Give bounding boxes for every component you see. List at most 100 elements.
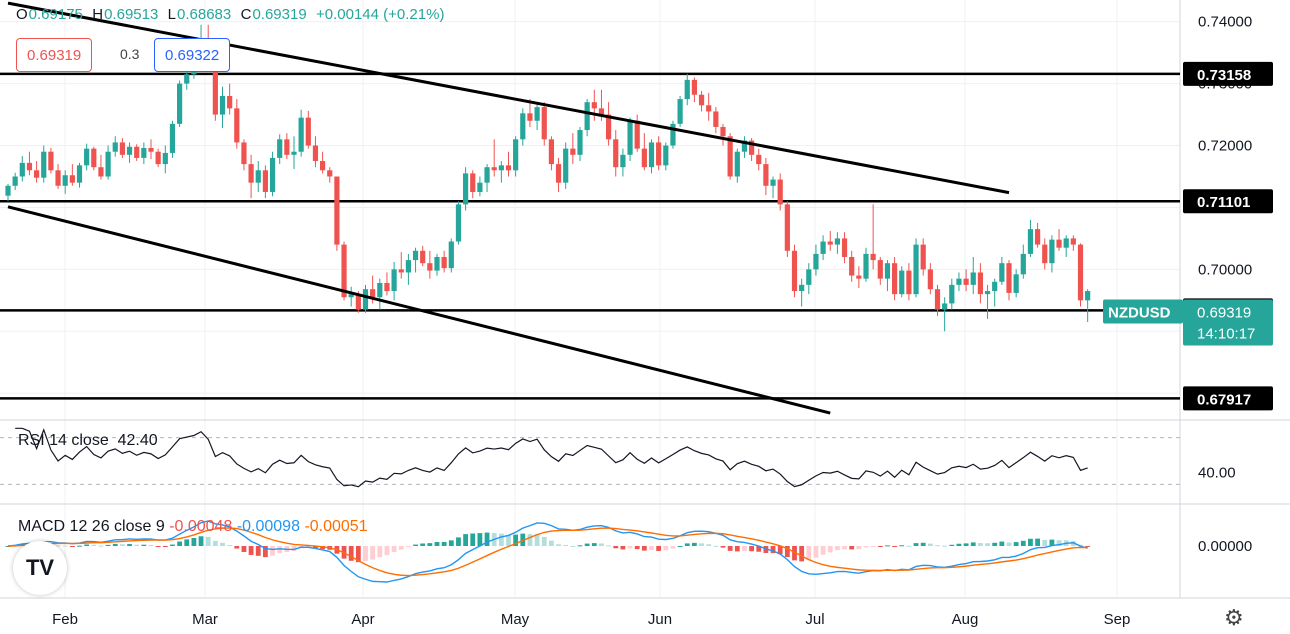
- candle-body: [84, 148, 90, 166]
- macd-histogram-bar: [148, 545, 154, 547]
- macd-histogram-bar: [692, 542, 697, 546]
- macd-histogram-bar: [584, 543, 590, 546]
- candle-body: [126, 146, 133, 155]
- macd-signal-line: [7, 527, 1088, 577]
- macd-histogram-bar: [727, 546, 733, 551]
- price-tick-label: 0.74000: [1198, 14, 1252, 31]
- high-value: 0.69513: [104, 6, 159, 23]
- buy-price-box[interactable]: 0.69322: [154, 38, 231, 72]
- level-tag: [1183, 386, 1273, 411]
- candle-body: [513, 139, 519, 171]
- macd-tick-label: 0.00000: [1198, 538, 1252, 555]
- candle-body: [892, 263, 898, 295]
- candle-body: [627, 120, 633, 155]
- open-label: O: [16, 6, 28, 23]
- level-tag-label: 0.67917: [1197, 391, 1251, 408]
- candle-body: [691, 79, 697, 95]
- macd-histogram-bar: [1085, 546, 1091, 547]
- macd-histogram-bar: [863, 546, 869, 548]
- macd-histogram-bar: [684, 543, 690, 546]
- macd-legend[interactable]: MACD 12 26 close 9 -0.00048 -0.00098 -0.…: [18, 518, 368, 536]
- candle-body: [277, 139, 283, 158]
- candle-body: [91, 148, 97, 168]
- macd-histogram-bar: [842, 546, 847, 550]
- candle-body: [169, 123, 176, 153]
- macd-histogram-bar: [1078, 544, 1083, 546]
- candle-body: [327, 170, 333, 177]
- gear-icon[interactable]: ⚙: [1224, 605, 1244, 630]
- macd-histogram-bar: [770, 546, 776, 554]
- candle-body: [505, 165, 512, 171]
- macd-histogram-bar: [270, 546, 275, 556]
- trendline: [7, 205, 831, 415]
- macd-histogram-bar: [355, 546, 361, 563]
- candle-body: [555, 164, 562, 183]
- macd-histogram-bar: [813, 546, 819, 558]
- macd-histogram-bar: [599, 543, 604, 546]
- macd-histogram-bar: [799, 546, 805, 562]
- horizontal-levels: [0, 72, 1180, 400]
- macd-histogram-bar: [277, 546, 283, 554]
- sell-price-box[interactable]: 0.69319: [16, 38, 93, 72]
- candle-body: [1049, 239, 1055, 264]
- tradingview-logo-icon[interactable]: TV: [13, 541, 67, 595]
- candle-body: [884, 263, 891, 279]
- candle-body: [119, 142, 125, 155]
- candle-body: [477, 182, 483, 192]
- macd-histogram-bar: [792, 546, 797, 561]
- candle-body: [906, 270, 912, 295]
- candle-body: [820, 241, 826, 254]
- candle-body: [441, 256, 447, 269]
- candle-body: [1027, 229, 1034, 254]
- candle-body: [269, 157, 276, 192]
- macd-histogram-bar: [5, 546, 11, 547]
- candle-body: [177, 83, 183, 124]
- candle-body: [791, 250, 798, 292]
- candle-body: [956, 278, 962, 285]
- candle-body: [312, 145, 319, 162]
- macd-histogram-bar: [942, 545, 948, 547]
- time-tick-label: Feb: [52, 611, 78, 628]
- macd-histogram-bar: [1020, 540, 1026, 546]
- time-axis[interactable]: Feb Mar Apr May Jun Jul Aug Sep: [52, 611, 1130, 628]
- candle-body: [248, 164, 254, 183]
- macd-histogram-bar: [134, 544, 140, 546]
- macd-histogram-bar: [384, 546, 390, 556]
- macd-histogram-bar: [1042, 539, 1048, 546]
- macd-histogram-bar: [677, 545, 683, 547]
- rsi-tick-label: 40.00: [1198, 465, 1236, 482]
- macd-histogram-bar: [498, 533, 504, 546]
- macd-histogram-bar: [220, 542, 225, 546]
- macd-histogram-bar: [591, 543, 597, 546]
- macd-histogram-bar: [241, 546, 247, 552]
- macd-histogram-bar: [670, 546, 676, 549]
- candle-body: [927, 269, 933, 290]
- candle-body: [670, 123, 676, 146]
- close-label: C: [240, 6, 252, 23]
- macd-histogram-bar: [348, 546, 354, 561]
- candle-body: [1042, 244, 1048, 264]
- candle-body: [1085, 291, 1091, 301]
- macd-histogram-bar: [363, 546, 368, 561]
- candle-body: [348, 294, 354, 298]
- candle-body: [391, 269, 397, 292]
- macd-histogram-bar: [899, 545, 905, 547]
- candle-body: [856, 275, 862, 279]
- macd-histogram-bar: [98, 545, 104, 547]
- time-tick-label: Jun: [648, 611, 672, 628]
- macd-histogram-bar: [885, 545, 890, 547]
- macd-histogram-bar: [1006, 542, 1012, 546]
- macd-histogram-bar: [742, 546, 747, 551]
- macd-histogram-bar: [263, 546, 268, 558]
- macd-histogram-bar: [456, 537, 461, 546]
- time-tick-label: Aug: [952, 611, 979, 628]
- macd-histogram-bar: [320, 546, 325, 550]
- candle-body: [62, 175, 68, 186]
- macd-line-value: -0.00098: [236, 518, 300, 535]
- rsi-legend[interactable]: RSI 14 close 42.40: [18, 432, 158, 450]
- price-tick-label: 0.70000: [1198, 261, 1252, 278]
- candle-body: [534, 107, 540, 121]
- candle-body: [763, 164, 769, 186]
- candle-body: [756, 154, 762, 165]
